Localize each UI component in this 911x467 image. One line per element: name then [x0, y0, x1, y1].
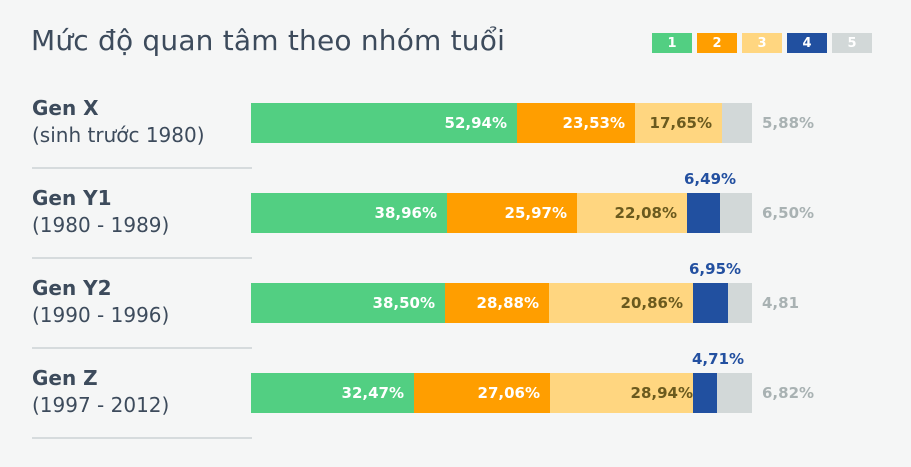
row-name: Gen Y1	[32, 186, 112, 210]
segment-level-5	[720, 193, 752, 233]
label-level-4: 6,95%	[689, 260, 742, 278]
row-name: Gen Y2	[32, 276, 112, 300]
legend-item-2: 2	[697, 33, 737, 53]
legend-item-1: 1	[652, 33, 692, 53]
segment-level-5	[717, 373, 752, 413]
chart-title: Mức độ quan tâm theo nhóm tuổi	[31, 24, 506, 57]
segment-level-3: 17,65%	[635, 103, 722, 143]
segment-level-4	[693, 283, 728, 323]
segment-level-4	[693, 373, 717, 413]
label-level-5: 5,88%	[762, 114, 815, 132]
segment-level-5	[722, 103, 752, 143]
segment-level-3: 28,94%	[550, 373, 693, 413]
legend-item-5: 5	[832, 33, 872, 53]
segment-level-2: 25,97%	[447, 193, 577, 233]
row-label-gen-x: Gen X (sinh trước 1980)	[32, 95, 205, 149]
segment-level-1: 38,50%	[251, 283, 445, 323]
row-name: Gen X	[32, 96, 99, 120]
label-level-4: 4,71%	[692, 350, 745, 368]
row-label-gen-y1: Gen Y1 (1980 - 1989)	[32, 185, 169, 239]
segment-level-2: 23,53%	[517, 103, 635, 143]
row-divider	[32, 437, 252, 439]
segment-level-1: 32,47%	[251, 373, 414, 413]
row-divider	[32, 167, 252, 169]
segment-level-3: 20,86%	[549, 283, 693, 323]
segment-level-1: 38,96%	[251, 193, 447, 233]
legend-item-4: 4	[787, 33, 827, 53]
row-subtitle: (1990 - 1996)	[32, 303, 170, 327]
bar-gen-x: 52,94% 23,53% 17,65%	[251, 103, 752, 143]
label-level-5: 6,82%	[762, 384, 815, 402]
row-subtitle: (1980 - 1989)	[32, 213, 170, 237]
legend-item-3: 3	[742, 33, 782, 53]
segment-level-4	[687, 193, 720, 233]
segment-level-5	[728, 283, 752, 323]
segment-level-2: 28,88%	[445, 283, 549, 323]
legend: 1 2 3 4 5	[652, 33, 872, 53]
row-subtitle: (1997 - 2012)	[32, 393, 170, 417]
label-level-5: 4,81	[762, 294, 800, 312]
bar-gen-z: 32,47% 27,06% 28,94%	[251, 373, 752, 413]
segment-level-1: 52,94%	[251, 103, 517, 143]
row-divider	[32, 347, 252, 349]
label-level-5: 6,50%	[762, 204, 815, 222]
segment-level-2: 27,06%	[414, 373, 550, 413]
row-label-gen-y2: Gen Y2 (1990 - 1996)	[32, 275, 169, 329]
segment-level-3: 22,08%	[577, 193, 687, 233]
bar-gen-y1: 38,96% 25,97% 22,08%	[251, 193, 752, 233]
row-label-gen-z: Gen Z (1997 - 2012)	[32, 365, 169, 419]
label-level-4: 6,49%	[684, 170, 737, 188]
bar-gen-y2: 38,50% 28,88% 20,86%	[251, 283, 752, 323]
row-divider	[32, 257, 252, 259]
row-subtitle: (sinh trước 1980)	[32, 123, 205, 147]
row-name: Gen Z	[32, 366, 98, 390]
